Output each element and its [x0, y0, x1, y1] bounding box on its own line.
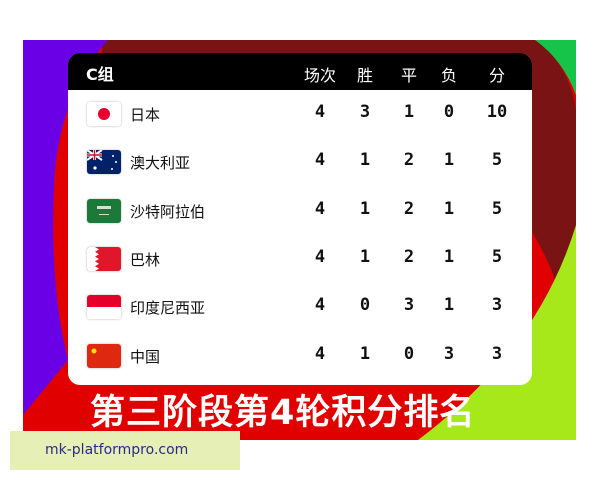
cell-wins: 1 [359, 150, 371, 171]
column-played: 场次 [303, 66, 336, 85]
team-name: 日本 [130, 106, 161, 124]
cell-draws: 2 [403, 150, 415, 171]
cell-played: 4 [314, 150, 326, 171]
cell-wins: 3 [359, 102, 371, 122]
caption: 第三阶段第4轮积分排名 [90, 393, 476, 433]
team-name: 澳大利亚 [130, 154, 191, 173]
cell-losses: 1 [443, 150, 455, 171]
cell-points: 5 [491, 246, 503, 267]
cell-wins: 1 [359, 343, 371, 364]
table-row: 中国 4 1 0 3 3 [68, 332, 532, 380]
cell-losses: 1 [443, 246, 455, 267]
cell-draws: 1 [403, 102, 415, 122]
table-row: 日本 4 3 1 0 10 [68, 90, 532, 138]
cell-draws: 2 [403, 246, 415, 267]
column-points: 分 [488, 66, 505, 85]
cell-played: 4 [314, 102, 326, 122]
cell-losses: 0 [443, 102, 455, 122]
australia-flag-icon [87, 150, 121, 175]
cell-draws: 0 [403, 343, 415, 364]
table-row: 沙特阿拉伯 4 1 2 1 5 [68, 187, 532, 235]
japan-flag-icon [87, 102, 121, 126]
table-body: 日本 4 3 1 0 10 澳大利亚 4 1 2 1 5 沙特阿拉伯 4 1 2 1 5 巴林 4 1 2 1 5 印度尼西亚 4… [68, 53, 532, 385]
team-name: 沙特阿拉伯 [130, 202, 206, 221]
cell-wins: 0 [359, 295, 371, 316]
column-draws: 平 [400, 66, 417, 85]
cell-points: 3 [491, 343, 503, 364]
cell-points: 5 [491, 150, 503, 171]
cell-losses: 1 [443, 198, 455, 219]
cell-points: 10 [486, 102, 508, 122]
standings-table: C组 场次 胜 平 负 分 日本 4 3 1 0 10 澳大利亚 4 1 2 1 5 沙特阿拉伯 4 1 2 1… [68, 53, 532, 385]
team-name: 巴林 [130, 250, 161, 269]
table-row: 澳大利亚 4 1 2 1 5 [68, 138, 532, 186]
watermark: mk-platformpro.com [10, 431, 240, 470]
cell-draws: 2 [403, 198, 415, 219]
cell-losses: 1 [443, 295, 455, 316]
column-wins: 胜 [356, 66, 373, 85]
table-row: 巴林 4 1 2 1 5 [68, 235, 532, 283]
cell-points: 3 [491, 295, 503, 316]
indonesia-flag-icon [87, 295, 121, 320]
column-losses: 负 [440, 66, 457, 85]
watermark-text: mk-platformpro.com [45, 442, 189, 458]
cell-played: 4 [314, 246, 326, 267]
group-title: C组 [86, 65, 114, 84]
china-flag-icon [87, 343, 121, 368]
cell-points: 5 [491, 198, 503, 219]
table-header: C组 场次 胜 平 负 分 [68, 53, 532, 90]
cell-draws: 3 [403, 295, 415, 316]
cell-wins: 1 [359, 198, 371, 219]
bahrain-flag-icon [87, 246, 121, 271]
cell-played: 4 [314, 295, 326, 316]
saudi-arabia-flag-icon [87, 198, 121, 223]
team-name: 中国 [130, 347, 161, 366]
team-name: 印度尼西亚 [130, 299, 206, 318]
cell-wins: 1 [359, 246, 371, 267]
cell-played: 4 [314, 198, 326, 219]
cell-played: 4 [314, 343, 326, 364]
table-row: 印度尼西亚 4 0 3 1 3 [68, 283, 532, 331]
cell-losses: 3 [443, 343, 455, 364]
